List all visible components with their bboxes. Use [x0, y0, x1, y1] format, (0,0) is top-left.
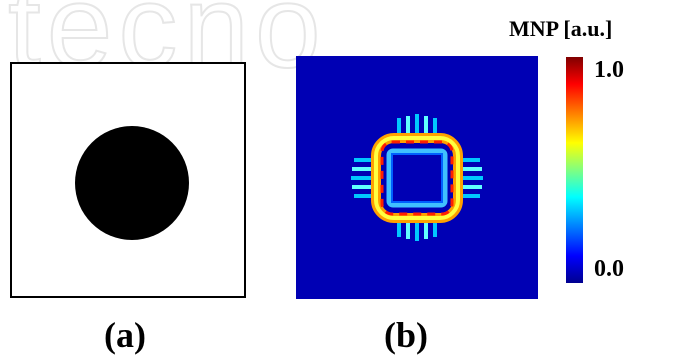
black-disk [75, 126, 189, 240]
colorbar-min-label: 0.0 [594, 256, 624, 282]
panel-b-label: (b) [384, 315, 428, 355]
colorbar-max-label: 1.0 [594, 57, 624, 83]
panel-a-image [10, 62, 246, 298]
panel-b-heatmap [296, 56, 538, 299]
colorbar [566, 57, 583, 283]
watermark-logo: tecno [7, 0, 327, 72]
colorbar-title: MNP [a.u.] [509, 16, 613, 41]
mnp-distribution-ring [351, 114, 483, 241]
watermark-text: tecno [8, 0, 327, 72]
panel-a-label: (a) [104, 315, 146, 355]
